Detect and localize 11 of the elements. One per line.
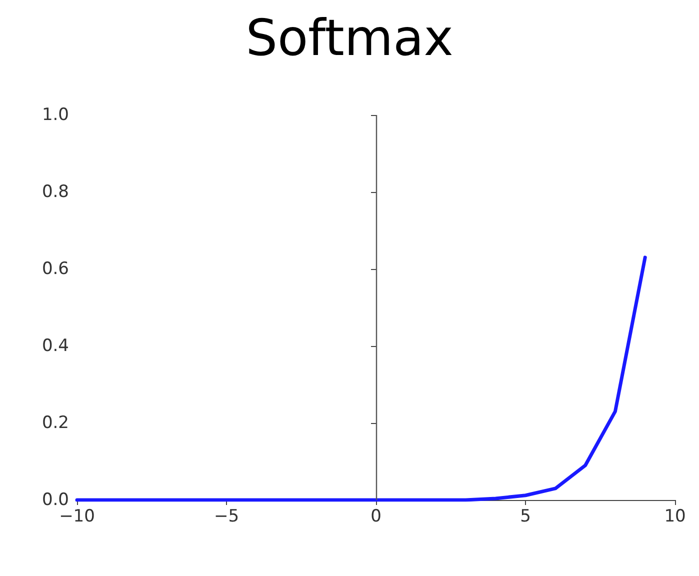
- y-tick-label: 0.2: [42, 413, 69, 433]
- x-tick-label: 10: [664, 506, 686, 526]
- y-tick-label: 0.4: [42, 336, 69, 356]
- x-tick-label: −5: [214, 506, 240, 526]
- line-series: [75, 256, 647, 502]
- y-tick-label: 1.0: [42, 105, 69, 125]
- chart-title: Softmax: [246, 9, 454, 67]
- y-tick-label: 0.6: [42, 259, 69, 279]
- y-tick-label: 0.8: [42, 182, 69, 202]
- x-tick-label: 0: [370, 506, 382, 526]
- x-tick-label: 5: [520, 506, 531, 526]
